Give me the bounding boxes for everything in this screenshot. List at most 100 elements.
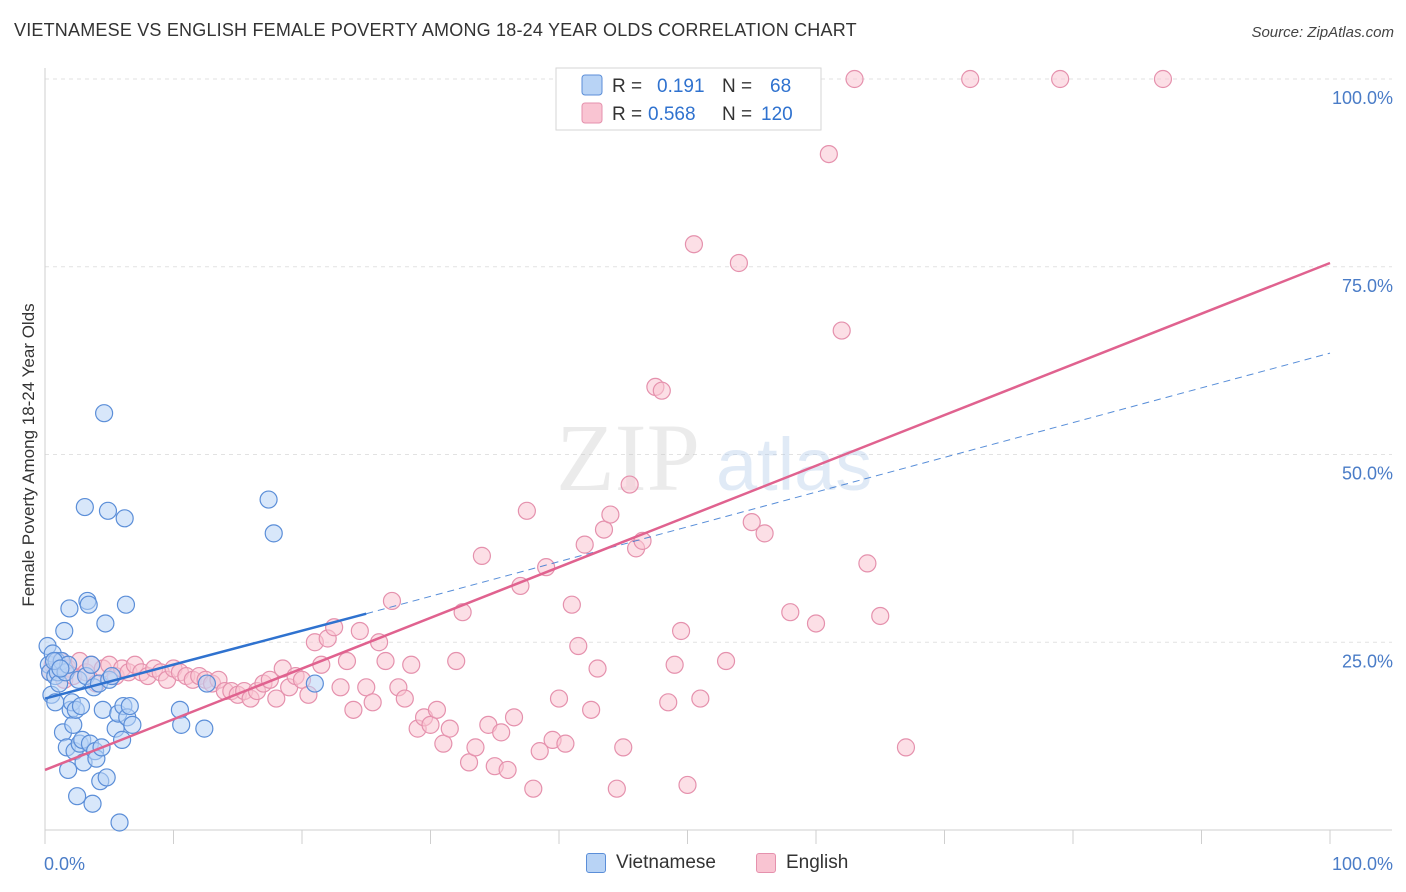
vietnamese-point: [259, 490, 278, 509]
english-point: [363, 693, 382, 712]
english-point: [530, 742, 549, 761]
vietnamese-point: [75, 497, 94, 517]
legend-r-label-1: R =: [612, 76, 642, 97]
english-point: [582, 700, 601, 719]
trend-lines: [44, 261, 1331, 772]
vietnamese-point: [116, 595, 136, 614]
english-point: [594, 520, 614, 539]
english-point: [742, 512, 761, 532]
english-point: [517, 501, 536, 520]
english-point: [806, 614, 826, 633]
legend-r-value-2: 0.568: [648, 104, 696, 125]
bottom-legend: Vietnamese English: [0, 848, 1406, 880]
english-point: [601, 505, 620, 524]
english-point: [562, 595, 581, 614]
english-point: [819, 145, 838, 164]
vietnamese-point: [123, 715, 142, 734]
english-point: [427, 700, 447, 719]
y-tick-label-25: 25.0%: [1342, 651, 1393, 671]
vietnamese-trend-line: [44, 612, 367, 700]
bottom-legend-label-english: English: [786, 852, 849, 873]
english-point: [1051, 69, 1070, 89]
vietnamese-point: [95, 404, 114, 423]
english-point: [845, 69, 864, 89]
english-point: [498, 760, 517, 780]
english-point: [659, 693, 678, 712]
vietnamese-point: [115, 509, 134, 528]
english-point: [588, 659, 607, 678]
vietnamese-point: [82, 655, 101, 674]
legend-swatch-english: [581, 102, 603, 124]
english-point: [472, 546, 491, 565]
english-point: [549, 689, 569, 708]
english-point: [614, 738, 633, 757]
x-tick-label-100: 100.0%: [1332, 854, 1393, 874]
english-point: [665, 655, 684, 674]
vietnamese-point: [197, 674, 217, 693]
english-point: [350, 621, 369, 641]
vietnamese-point: [64, 715, 83, 734]
axes: [44, 68, 1392, 844]
bottom-legend-label-vietnamese: Vietnamese: [616, 852, 716, 873]
y-tick-labels: 25.0% 50.0% 75.0% 100.0%: [1332, 88, 1393, 671]
legend-n-value-1: 68: [770, 76, 791, 97]
english-point: [504, 708, 524, 727]
english-point: [492, 723, 511, 742]
english-point: [267, 689, 286, 708]
english-trend-line: [44, 261, 1331, 772]
english-point: [466, 738, 485, 757]
vietnamese-point: [55, 621, 74, 641]
grid-lines: [45, 78, 1392, 643]
english-point: [376, 651, 395, 671]
bottom-legend-english: English: [756, 852, 848, 874]
vietnamese-point: [110, 813, 129, 832]
english-point: [678, 775, 697, 795]
watermark-atlas: atlas: [716, 423, 872, 506]
vietnamese-point: [195, 719, 214, 738]
legend-n-value-2: 120: [761, 104, 793, 125]
vietnamese-point: [68, 787, 87, 806]
legend-n-label-1: N =: [722, 76, 752, 97]
english-point: [556, 734, 575, 753]
legend-r-label-2: R =: [612, 104, 642, 125]
vietnamese-trend-extension: [366, 352, 1331, 615]
english-point: [447, 651, 466, 671]
bottom-legend-vietnamese: Vietnamese: [586, 852, 716, 874]
vietnamese-point: [97, 768, 116, 787]
english-point: [620, 475, 639, 494]
english-point: [896, 738, 916, 757]
english-point: [575, 535, 594, 554]
x-tick-labels: 0.0% 100.0%: [44, 854, 1393, 874]
vietnamese-point: [60, 599, 79, 618]
english-point: [716, 651, 736, 671]
vietnamese-point: [96, 614, 115, 633]
vietnamese-points: [38, 404, 324, 832]
english-point: [337, 651, 357, 671]
english-point: [402, 655, 421, 674]
chart-title: VIETNAMESE VS ENGLISH FEMALE POVERTY AMO…: [14, 20, 857, 40]
vietnamese-point: [305, 674, 324, 693]
english-point: [871, 606, 890, 626]
english-point: [331, 678, 350, 697]
vietnamese-point: [51, 659, 70, 678]
english-point: [729, 253, 749, 273]
x-tick-label-0: 0.0%: [44, 854, 85, 874]
english-swatch: [756, 853, 776, 873]
source-label: Source: ZipAtlas.com: [1251, 24, 1394, 41]
stats-legend: R = 0.191 N = 68 R = 0.568 N = 120: [555, 67, 822, 131]
english-point: [652, 381, 671, 400]
vietnamese-point: [93, 700, 112, 719]
english-point: [607, 779, 626, 798]
watermark: ZIP atlas: [556, 404, 872, 511]
english-point: [421, 715, 440, 734]
y-tick-label-75: 75.0%: [1342, 276, 1393, 296]
legend-r-value-1: 0.191: [657, 76, 705, 97]
english-point: [832, 321, 851, 340]
vietnamese-point: [120, 696, 139, 716]
y-axis-label: Female Poverty Among 18-24 Year Olds: [19, 303, 38, 606]
english-point: [569, 636, 588, 656]
y-tick-label-50: 50.0%: [1342, 464, 1393, 484]
english-point: [858, 554, 877, 573]
vietnamese-point: [98, 501, 118, 520]
